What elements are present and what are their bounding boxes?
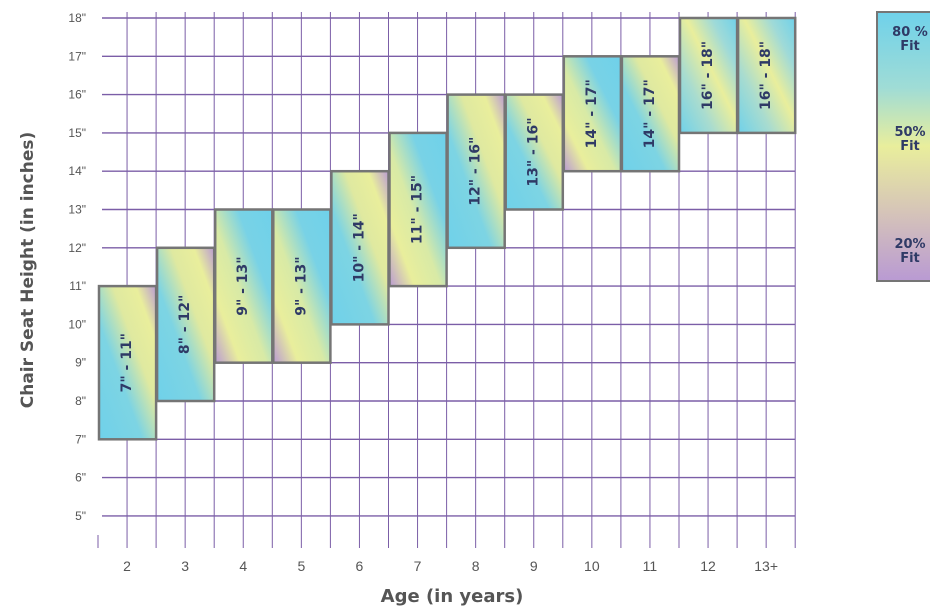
x-tick-label: 4 <box>239 558 247 574</box>
y-tick-label: 5" <box>75 509 86 523</box>
range-bar <box>330 169 390 326</box>
legend-label-sub: Fit <box>900 251 920 266</box>
legend-label-sub: Fit <box>900 39 920 54</box>
x-tick-label: 2 <box>123 558 131 574</box>
legend-label: 50% <box>894 125 925 140</box>
x-tick-label: 6 <box>356 558 364 574</box>
y-tick-label: 12" <box>68 241 86 255</box>
x-tick-label: 7 <box>414 558 422 574</box>
range-bar <box>504 93 565 211</box>
range-bar <box>678 16 739 135</box>
x-tick-label: 10 <box>584 558 600 574</box>
range-label: 14" - 17" <box>584 79 600 148</box>
y-tick-label: 18" <box>68 11 86 25</box>
range-labels: 7" - 11" 8" - 12" 9" - 13" 9" - 13" 10" - 14… <box>119 41 774 393</box>
range-bar <box>97 284 158 441</box>
x-axis-title: Age (in years) <box>381 586 524 607</box>
y-tick-label: 6" <box>75 471 86 485</box>
y-tick-label: 17" <box>68 49 86 63</box>
x-tick-label: 8 <box>472 558 480 574</box>
x-tick-label: 5 <box>297 558 305 574</box>
range-label: 13" - 16" <box>526 117 542 186</box>
legend-gradient-bar <box>876 11 930 282</box>
x-tick-label: 12 <box>700 558 716 574</box>
y-tick-label: 9" <box>75 356 86 370</box>
range-label: 16" - 18" <box>700 41 716 110</box>
y-tick-labels: 5" 6" 7" 8" 9" 10" 11" 12" 13" 14" 15" 16" 17" 18" <box>68 11 86 523</box>
range-bar <box>736 16 797 135</box>
x-tick-label: 3 <box>181 558 189 574</box>
y-tick-label: 16" <box>68 88 86 102</box>
range-bars <box>97 16 797 441</box>
range-label: 7" - 11" <box>119 333 135 392</box>
y-tick-label: 7" <box>75 432 86 446</box>
x-tick-label: 9 <box>530 558 538 574</box>
range-bar <box>213 208 274 364</box>
range-label: 9" - 13" <box>293 256 309 315</box>
range-bar <box>620 55 681 173</box>
x-tick-label: 13+ <box>754 558 778 574</box>
range-label: 10" - 14" <box>351 213 367 282</box>
legend-label: 80 % <box>892 25 928 40</box>
y-tick-label: 11" <box>69 279 86 293</box>
legend-label-sub: Fit <box>900 139 920 154</box>
range-label: 14" - 17" <box>642 79 658 148</box>
y-axis-title: Chair Seat Height (in inches) <box>18 132 38 409</box>
y-tick-label: 15" <box>68 126 86 140</box>
x-tick-label: 11 <box>643 558 658 574</box>
range-bar <box>272 208 332 364</box>
x-tick-labels: 2 3 4 5 6 7 8 9 10 11 12 13+ <box>123 558 778 574</box>
y-tick-label: 8" <box>75 394 86 408</box>
range-label: 12" - 16" <box>468 137 484 206</box>
range-label: 9" - 13" <box>235 256 251 315</box>
range-label: 8" - 12" <box>177 295 193 354</box>
y-tick-label: 10" <box>68 317 86 331</box>
legend-label: 20% <box>894 237 925 252</box>
range-label: 16" - 18" <box>758 41 774 110</box>
range-label: 11" - 15" <box>410 175 426 244</box>
y-tick-label: 14" <box>68 164 86 178</box>
y-tick-label: 13" <box>68 203 86 217</box>
range-bar <box>446 93 506 250</box>
